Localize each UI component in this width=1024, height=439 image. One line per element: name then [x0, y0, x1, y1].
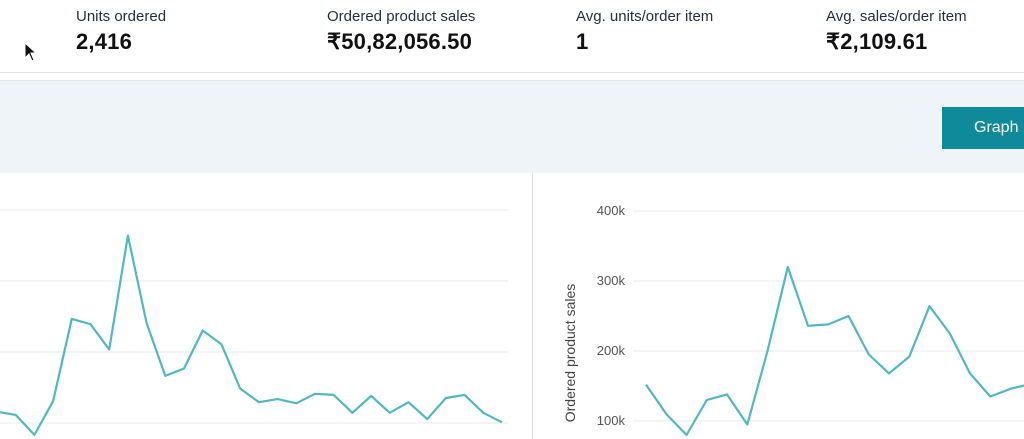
metric-label: Units ordered [76, 8, 167, 25]
charts-area [0, 173, 1024, 439]
metric-value: 1 [576, 29, 589, 54]
metrics-bar: Units ordered 2,416 Ordered product sale… [0, 0, 1024, 73]
series-line [0, 234, 503, 436]
metric-value: 2,416 [76, 29, 133, 54]
chart-divider [532, 173, 533, 439]
metric-avg-units-per-order-item[interactable]: Avg. units/order item 1 [576, 8, 713, 55]
metric-value: ₹2,109.61 [826, 29, 928, 54]
graph-view-button[interactable]: Graph [942, 107, 1024, 149]
y-tick-label: 300k [597, 273, 626, 288]
ordered-product-sales-chart: 100k 200k 300k 400k Ordered product sales [562, 203, 1024, 437]
metric-label: Avg. sales/order item [826, 8, 967, 25]
metric-units-ordered[interactable]: Units ordered 2,416 [76, 8, 166, 55]
metric-ordered-product-sales[interactable]: Ordered product sales ₹50,82,056.50 [327, 8, 475, 55]
series-line [645, 265, 1024, 437]
metric-label: Avg. units/order item [576, 8, 714, 25]
y-axis-title: Ordered product sales [562, 284, 578, 423]
metric-avg-sales-per-order-item[interactable]: Avg. sales/order item ₹2,109.61 [826, 8, 967, 55]
metric-label: Ordered product sales [327, 8, 476, 25]
y-tick-label: 100k [597, 413, 626, 428]
mouse-pointer-icon [24, 41, 38, 62]
y-tick-label: 200k [597, 343, 626, 358]
units-ordered-chart [0, 209, 508, 436]
chart-toolbar: Graph [0, 80, 1024, 174]
y-tick-label: 400k [597, 203, 626, 218]
metric-value: ₹50,82,056.50 [327, 29, 473, 54]
